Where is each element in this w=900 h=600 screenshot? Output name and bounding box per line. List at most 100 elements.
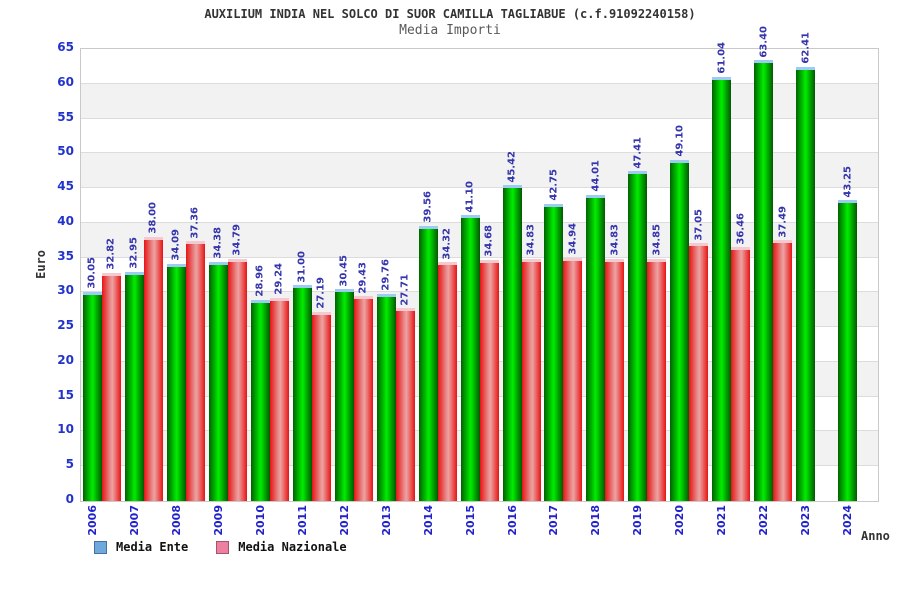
legend: Media Ente Media Nazionale — [94, 540, 347, 554]
x-tick-label: 2012 — [337, 505, 351, 536]
bar-cap — [628, 171, 648, 175]
bar-slot: 43.25 — [838, 49, 858, 501]
bar-cap — [773, 240, 793, 244]
bar-media-ente-2012: 30.45 — [334, 255, 354, 501]
bar-media-nazionale-2013: 27.71 — [395, 274, 415, 501]
bar-media-nazionale-2021: 36.46 — [731, 213, 751, 501]
bar-media-nazionale-2022: 37.49 — [773, 206, 793, 501]
bar-cap — [479, 259, 499, 263]
x-tick-label: 2018 — [589, 505, 603, 536]
bar-value-label: 34.09 — [170, 229, 182, 261]
bar-value-label: 34.79 — [231, 224, 243, 257]
bar-value-label: 36.46 — [735, 212, 747, 245]
x-tick-cell: 2020 — [668, 502, 710, 544]
bar-group-2019: 47.41 34.85 — [626, 49, 668, 501]
x-tick-label: 2009 — [211, 505, 225, 536]
bar-value-label: 47.41 — [632, 136, 644, 169]
x-tick-label: 2010 — [253, 505, 267, 536]
bar-value-label: 29.43 — [357, 261, 369, 294]
y-tick-label: 20 — [57, 352, 74, 367]
bar-value-label: 27.71 — [399, 273, 411, 306]
x-tick-label: 2008 — [169, 505, 183, 536]
grid-band — [81, 119, 878, 154]
bar-value-label: 34.83 — [609, 224, 621, 256]
bar-group-2021: 61.04 36.46 — [710, 42, 752, 501]
legend-item-media-ente: Media Ente — [94, 540, 188, 554]
bar-media-nazionale-2015: 34.68 — [479, 225, 499, 501]
bar-slot: 32.95 — [124, 49, 144, 501]
bar-cap — [334, 289, 354, 293]
bar-cap — [208, 261, 228, 265]
bar-slot: 32.82 — [101, 49, 121, 501]
bar-slot: 34.32 — [437, 49, 457, 501]
bar-media-nazionale-2018: 34.83 — [605, 224, 625, 501]
bar-cap — [502, 185, 522, 189]
x-tick-label: 2022 — [757, 505, 771, 536]
bar-media-ente-2019: 47.41 — [628, 137, 648, 501]
x-tick-label: 2019 — [631, 505, 645, 536]
bar-group-2016: 45.42 34.83 — [501, 49, 543, 501]
bar-media-ente-2015: 41.10 — [460, 181, 480, 501]
bar-media-ente-2008: 34.09 — [166, 229, 186, 501]
bar-cap — [712, 76, 732, 80]
y-axis: 0 5 10 15 20 25 30 35 40 45 50 55 60 65 — [40, 40, 76, 506]
chart-title: AUXILIUM INDIA NEL SOLCO DI SUOR CAMILLA… — [204, 7, 696, 21]
bar-value-label: 37.36 — [189, 206, 201, 239]
bar-slot: 27.19 — [311, 49, 331, 501]
bar-cap — [353, 296, 373, 300]
legend-label: Media Nazionale — [238, 540, 347, 554]
bar-slot: 38.00 — [143, 49, 163, 501]
x-tick-cell: 2015 — [459, 502, 501, 544]
bar-slot: 37.49 — [773, 49, 793, 501]
bar-value-label: 34.68 — [483, 225, 495, 257]
bar-value-label: 61.04 — [716, 41, 728, 74]
bar-media-ente-2013: 29.76 — [376, 259, 396, 501]
legend-swatch — [94, 540, 107, 554]
bar-media-nazionale-2006: 32.82 — [101, 238, 121, 501]
bar-slot: 34.68 — [479, 49, 499, 501]
bar-slot: 29.43 — [353, 49, 373, 501]
x-tick-cell: 2007 — [123, 502, 165, 544]
bar-slot: 39.56 — [418, 49, 438, 501]
y-tick-label: 45 — [57, 179, 74, 194]
bar-value-label: 29.24 — [273, 263, 285, 295]
bar-slot: 62.41 — [796, 32, 816, 501]
bar-media-ente-2007: 32.95 — [124, 237, 144, 501]
bar-slot: 34.38 — [208, 49, 228, 501]
x-tick-label: 2017 — [547, 505, 561, 536]
bar-slot: 29.76 — [376, 49, 396, 501]
bar-media-nazionale-2017: 34.94 — [563, 223, 583, 501]
bar-group-2022: 63.40 37.49 — [752, 26, 794, 501]
bar-slot: 44.01 — [586, 49, 606, 501]
bar-value-label: 34.32 — [441, 227, 453, 260]
bar-media-ente-2023: 62.41 — [796, 32, 816, 501]
bar-group-2023: 62.41 — [794, 32, 836, 501]
bar-group-2017: 42.75 34.94 — [542, 49, 584, 501]
bar-value-label: 30.45 — [338, 254, 350, 287]
bar-group-2013: 29.76 27.71 — [375, 49, 417, 501]
y-tick-label: 10 — [57, 422, 74, 437]
bar-media-ente-2021: 61.04 — [712, 42, 732, 501]
bar-slot — [815, 49, 834, 501]
bar-slot: 34.79 — [227, 49, 247, 501]
bar-group-2009: 34.38 34.79 — [207, 49, 249, 501]
bar-cap — [754, 60, 774, 64]
y-tick-label: 5 — [65, 457, 74, 472]
bar-value-label: 43.25 — [842, 165, 854, 198]
y-tick-label: 25 — [57, 318, 74, 333]
x-tick-cell: 2022 — [752, 502, 794, 544]
bar-slot: 47.41 — [628, 49, 648, 501]
bar-media-nazionale-2007: 38.00 — [143, 202, 163, 501]
bar-cap — [418, 225, 438, 229]
bar-value-label: 34.85 — [651, 224, 663, 256]
bar-slot: 34.83 — [521, 49, 541, 501]
bar-cap — [437, 262, 457, 266]
bar-slot: 34.94 — [563, 49, 583, 501]
bar-cap — [395, 308, 415, 312]
bar-media-ente-2016: 45.42 — [502, 151, 522, 501]
bar-group-2011: 31.00 27.19 — [291, 49, 333, 501]
bar-slot: 61.04 — [712, 42, 732, 501]
y-tick-label: 15 — [57, 387, 74, 402]
bar-value-label: 30.05 — [86, 257, 98, 290]
